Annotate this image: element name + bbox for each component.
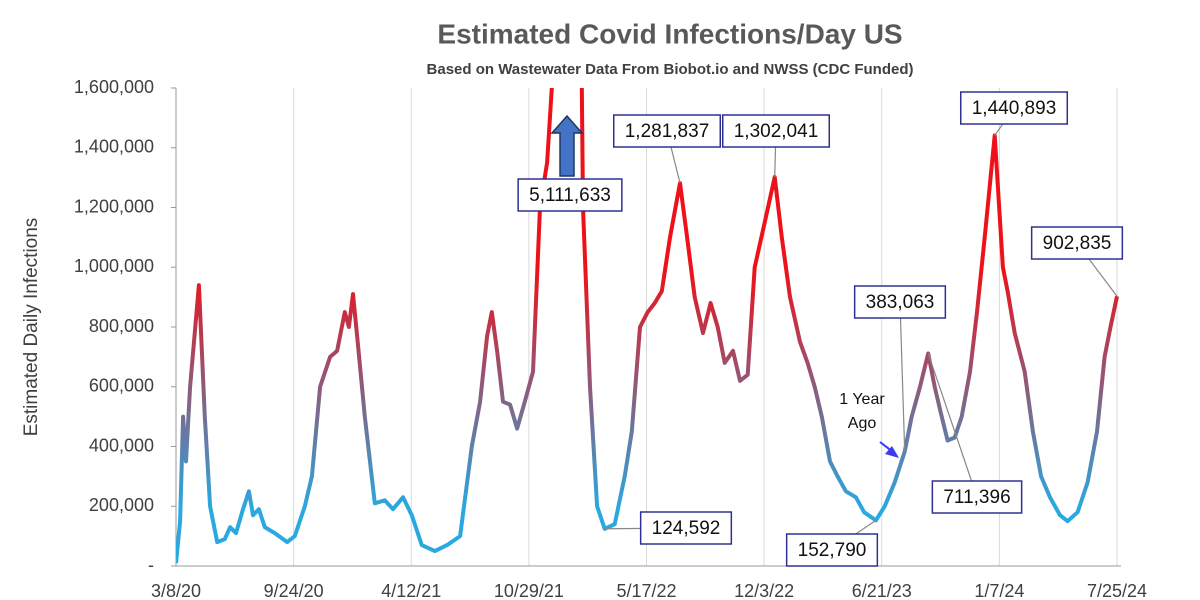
data-label: 5,111,633 bbox=[529, 185, 611, 206]
x-tick-label: 9/24/20 bbox=[264, 581, 324, 600]
grid bbox=[175, 88, 1118, 566]
y-tick-label: 1,000,000 bbox=[74, 256, 154, 276]
y-tick-label: 200,000 bbox=[89, 495, 154, 515]
data-label: 711,396 bbox=[943, 487, 1010, 508]
x-tick-label: 10/29/21 bbox=[494, 581, 564, 600]
annotation: 1 Year bbox=[839, 391, 885, 408]
x-tick-label: 4/12/21 bbox=[381, 581, 441, 600]
leader-line bbox=[927, 353, 978, 498]
chart-subtitle: Based on Wastewater Data From Biobot.io … bbox=[427, 61, 914, 78]
data-label-box bbox=[612, 114, 722, 148]
data-label-box bbox=[517, 178, 623, 212]
y-tick-label: - bbox=[148, 555, 154, 575]
data-label: 902,835 bbox=[1043, 233, 1112, 254]
y-tick-label: 400,000 bbox=[89, 435, 154, 455]
annotation-arrowhead bbox=[885, 446, 899, 458]
data-label: 1,302,041 bbox=[734, 121, 819, 142]
data-label-box bbox=[959, 91, 1069, 125]
data-label: 383,063 bbox=[866, 292, 935, 313]
data-label: 152,790 bbox=[798, 540, 867, 561]
x-tick-label: 1/7/24 bbox=[974, 581, 1024, 600]
annotation: Ago bbox=[848, 415, 877, 432]
chart-title: Estimated Covid Infections/Day US bbox=[437, 18, 902, 49]
data-label-box bbox=[639, 511, 733, 545]
y-axis-label: Estimated Daily Infections bbox=[21, 218, 42, 437]
x-tick-label: 3/8/20 bbox=[151, 581, 201, 600]
x-tick-label: 12/3/22 bbox=[734, 581, 794, 600]
data-label-box bbox=[1030, 226, 1124, 260]
data-label-box bbox=[785, 533, 879, 567]
data-label-box bbox=[721, 114, 831, 148]
labels: 5,111,633 124,592 1,281,837 1,302,041 152,79… bbox=[517, 91, 1124, 567]
y-tick-label: 800,000 bbox=[89, 316, 154, 336]
y-tick-label: 1,600,000 bbox=[74, 77, 154, 97]
axes: - 200,000 400,000 600,000 800,000 1,000,000 1,… bbox=[74, 77, 1147, 600]
x-tick-label: 5/17/22 bbox=[616, 581, 676, 600]
data-label-box bbox=[853, 285, 947, 319]
off-scale-arrow bbox=[550, 114, 584, 177]
y-tick-label: 1,200,000 bbox=[74, 196, 154, 216]
line bbox=[176, 88, 1119, 564]
leader-line bbox=[899, 301, 906, 452]
data-label: 1,440,893 bbox=[972, 98, 1057, 119]
y-tick-label: 600,000 bbox=[89, 376, 154, 396]
x-tick-label: 6/21/23 bbox=[852, 581, 912, 600]
plot bbox=[176, 88, 1119, 564]
x-tick-label: 7/25/24 bbox=[1087, 581, 1147, 600]
y-tick-label: 1,400,000 bbox=[74, 137, 154, 157]
data-label-box bbox=[931, 480, 1023, 514]
data-label: 1,281,837 bbox=[625, 121, 710, 142]
data-label: 124,592 bbox=[652, 518, 721, 539]
